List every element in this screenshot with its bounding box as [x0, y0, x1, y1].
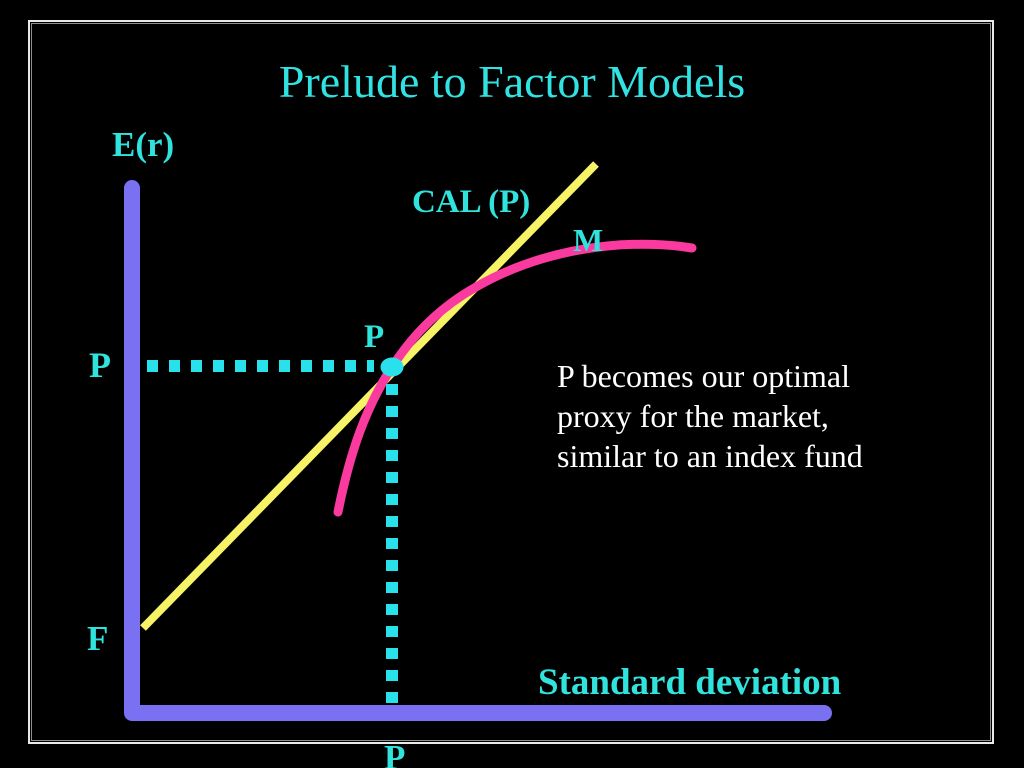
- x-value-label: P: [384, 738, 406, 768]
- efficient-frontier-curve: [333, 239, 697, 517]
- slide-title: Prelude to Factor Models: [278, 56, 746, 107]
- y-axis-title: E(r): [112, 125, 175, 164]
- y-value-label: P: [89, 345, 111, 385]
- annotation-text: P becomes our optimal proxy for the mark…: [557, 358, 863, 474]
- tangency-point-dot: [380, 357, 404, 377]
- market-point-label: M: [573, 222, 604, 258]
- axes-line: [124, 180, 832, 721]
- x-axis-title: Standard deviation: [538, 662, 842, 703]
- tangency-point-label: P: [364, 319, 385, 355]
- slide-border-frame: [28, 20, 994, 744]
- cal-line: [140, 161, 599, 631]
- slide-border-frame-inner: [31, 23, 991, 741]
- risk-free-label: F: [87, 619, 109, 658]
- cal-line-label: CAL (P): [412, 184, 531, 220]
